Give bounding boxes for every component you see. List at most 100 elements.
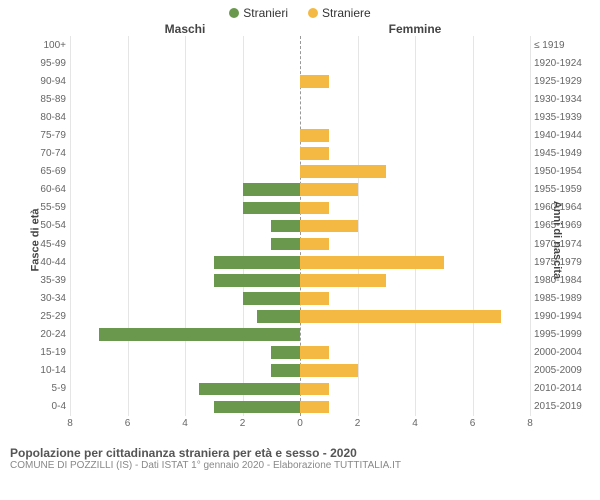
male-half	[70, 398, 300, 416]
male-half	[70, 36, 300, 54]
pyramid-row: 65-691950-1954	[70, 163, 530, 181]
female-bar	[300, 383, 329, 396]
female-bar	[300, 274, 386, 287]
birth-year-label: 2005-2009	[534, 365, 588, 376]
birth-year-label: 1955-1959	[534, 184, 588, 195]
column-headers: Maschi Femmine	[0, 22, 600, 36]
birth-year-label: 1985-1989	[534, 293, 588, 304]
age-label: 10-14	[32, 365, 66, 376]
male-bar	[271, 238, 300, 251]
male-half	[70, 72, 300, 90]
birth-year-label: 2015-2019	[534, 401, 588, 412]
female-half	[300, 90, 530, 108]
female-bar	[300, 75, 329, 88]
female-bar	[300, 346, 329, 359]
birth-year-label: 1935-1939	[534, 112, 588, 123]
female-half	[300, 181, 530, 199]
female-bar	[300, 364, 358, 377]
pyramid-row: 85-891930-1934	[70, 90, 530, 108]
pyramid-row: 100+≤ 1919	[70, 36, 530, 54]
pyramid-row: 70-741945-1949	[70, 145, 530, 163]
pyramid-row: 30-341985-1989	[70, 289, 530, 307]
male-bar	[214, 274, 300, 287]
male-half	[70, 217, 300, 235]
x-tick-label: 8	[527, 418, 533, 429]
female-half	[300, 54, 530, 72]
pyramid-row: 5-92010-2014	[70, 380, 530, 398]
female-half	[300, 271, 530, 289]
legend-item-male: Stranieri	[229, 6, 288, 20]
x-tick-label: 2	[240, 418, 246, 429]
birth-year-label: 1940-1944	[534, 130, 588, 141]
plot: 100+≤ 191995-991920-192490-941925-192985…	[70, 36, 530, 416]
male-bar	[243, 183, 301, 196]
male-half	[70, 289, 300, 307]
male-half	[70, 307, 300, 325]
male-half	[70, 145, 300, 163]
female-half	[300, 145, 530, 163]
age-label: 25-29	[32, 311, 66, 322]
female-half	[300, 72, 530, 90]
female-half	[300, 235, 530, 253]
birth-year-label: 1970-1974	[534, 239, 588, 250]
birth-year-label: 2010-2014	[534, 383, 588, 394]
pyramid-row: 60-641955-1959	[70, 181, 530, 199]
male-half	[70, 199, 300, 217]
pyramid-row: 25-291990-1994	[70, 307, 530, 325]
legend-label-female: Straniere	[322, 6, 371, 20]
age-label: 0-4	[32, 401, 66, 412]
birth-year-label: 1960-1964	[534, 202, 588, 213]
female-half	[300, 398, 530, 416]
age-label: 85-89	[32, 94, 66, 105]
male-half	[70, 181, 300, 199]
birth-year-label: 1990-1994	[534, 311, 588, 322]
age-label: 15-19	[32, 347, 66, 358]
female-half	[300, 380, 530, 398]
pyramid-row: 90-941925-1929	[70, 72, 530, 90]
header-female: Femmine	[300, 22, 530, 36]
birth-year-label: ≤ 1919	[534, 40, 588, 51]
female-bar	[300, 310, 501, 323]
pyramid-row: 15-192000-2004	[70, 344, 530, 362]
female-half	[300, 163, 530, 181]
age-label: 60-64	[32, 184, 66, 195]
birth-year-label: 1920-1924	[534, 58, 588, 69]
male-half	[70, 235, 300, 253]
header-male: Maschi	[70, 22, 300, 36]
female-bar	[300, 256, 444, 269]
birth-year-label: 1965-1969	[534, 220, 588, 231]
male-half	[70, 362, 300, 380]
female-half	[300, 307, 530, 325]
pyramid-row: 50-541965-1969	[70, 217, 530, 235]
male-half	[70, 163, 300, 181]
age-label: 75-79	[32, 130, 66, 141]
female-bar	[300, 165, 386, 178]
male-bar	[214, 401, 300, 414]
female-half	[300, 126, 530, 144]
female-bar	[300, 401, 329, 414]
female-bar	[300, 292, 329, 305]
legend: Stranieri Straniere	[0, 0, 600, 22]
male-bar	[271, 364, 300, 377]
age-label: 35-39	[32, 275, 66, 286]
age-label: 95-99	[32, 58, 66, 69]
age-label: 65-69	[32, 166, 66, 177]
chart-subtitle: COMUNE DI POZZILLI (IS) - Dati ISTAT 1° …	[0, 460, 600, 471]
male-bar	[271, 220, 300, 233]
pyramid-row: 35-391980-1984	[70, 271, 530, 289]
female-half	[300, 326, 530, 344]
birth-year-label: 1975-1979	[534, 257, 588, 268]
pyramid-row: 55-591960-1964	[70, 199, 530, 217]
pyramid-row: 10-142005-2009	[70, 362, 530, 380]
male-half	[70, 344, 300, 362]
female-half	[300, 199, 530, 217]
male-half	[70, 271, 300, 289]
birth-year-label: 2000-2004	[534, 347, 588, 358]
female-half	[300, 36, 530, 54]
male-half	[70, 90, 300, 108]
pyramid-row: 95-991920-1924	[70, 54, 530, 72]
x-axis: 864202468	[70, 416, 530, 440]
male-half	[70, 253, 300, 271]
birth-year-label: 1995-1999	[534, 329, 588, 340]
legend-item-female: Straniere	[308, 6, 371, 20]
